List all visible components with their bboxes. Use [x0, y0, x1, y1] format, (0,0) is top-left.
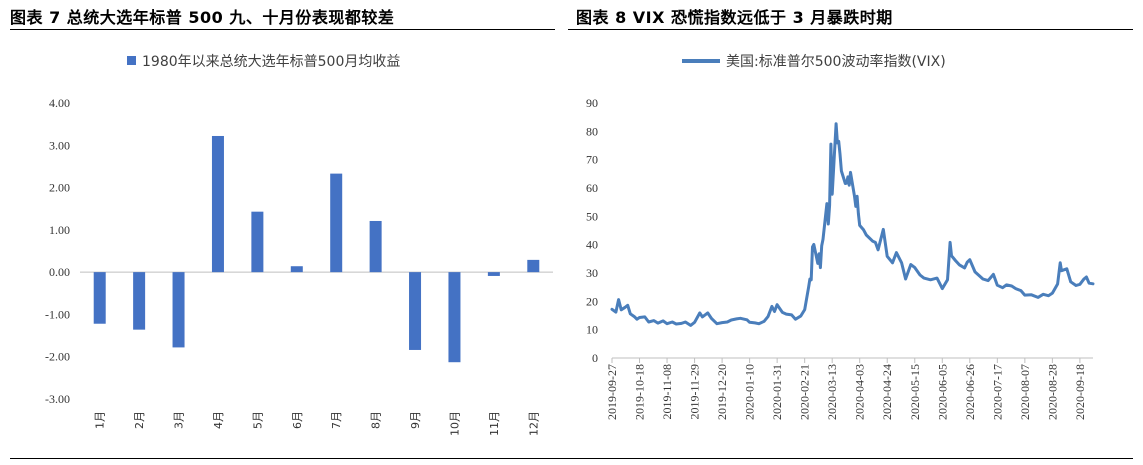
bar-3月 — [172, 272, 185, 348]
line-x-tick-label: 2020-04-03 — [853, 364, 867, 420]
bar-2月 — [133, 272, 146, 330]
bar-legend-swatch — [127, 56, 136, 65]
bar-x-tick-label: 2月 — [133, 411, 146, 429]
line-x-tick-label: 2020-02-21 — [798, 364, 812, 420]
bar-x-tick-label: 7月 — [330, 411, 343, 429]
bar-y-tick-label: 4.00 — [49, 96, 70, 110]
line-y-tick-label: 60 — [586, 181, 598, 195]
bar-x-tick-label: 10月 — [448, 411, 461, 436]
line-x-tick-label: 2020-05-15 — [908, 364, 922, 420]
bar-11月 — [487, 272, 500, 276]
right-chart-title: 图表 8 VIX 恐慌指数远低于 3 月暴跌时期 — [576, 8, 893, 27]
line-y-tick-label: 80 — [586, 124, 598, 138]
bar-y-tick-label: 2.00 — [49, 181, 70, 195]
bar-x-tick-label: 5月 — [251, 411, 264, 429]
title-divider-right — [568, 29, 1133, 30]
bar-1月 — [93, 272, 106, 324]
line-y-tick-label: 10 — [586, 323, 598, 337]
bar-x-tick-label: 3月 — [173, 411, 186, 429]
line-x-tick-label: 2019-12-20 — [715, 364, 729, 420]
bottom-divider — [10, 458, 1133, 459]
bar-7月 — [330, 173, 343, 273]
line-legend-label: 美国:标准普尔500波动率指数(VIX) — [726, 53, 946, 70]
line-x-tick-label: 2020-08-07 — [1018, 364, 1032, 420]
line-x-tick-label: 2020-04-24 — [880, 364, 894, 420]
bar-legend-label: 1980年以来总统大选年标普500月均收益 — [142, 54, 400, 70]
line-y-tick-label: 50 — [586, 209, 598, 223]
line-x-tick-label: 2019-10-18 — [633, 364, 647, 420]
line-x-tick-label: 2020-06-26 — [963, 364, 977, 420]
line-y-tick-label: 90 — [586, 96, 598, 110]
line-y-tick-label: 30 — [586, 266, 598, 280]
bar-y-tick-label: -3.00 — [45, 392, 70, 406]
line-x-tick-label: 2019-09-27 — [605, 364, 619, 420]
line-y-tick-label: 0 — [592, 351, 598, 365]
bar-12月 — [527, 259, 540, 273]
bar-10月 — [448, 272, 461, 363]
line-x-tick-label: 2019-11-29 — [688, 364, 702, 420]
line-x-tick-label: 2020-03-13 — [825, 364, 839, 420]
bar-x-tick-label: 9月 — [409, 411, 422, 429]
line-y-tick-label: 40 — [586, 238, 598, 252]
line-y-tick-label: 70 — [586, 153, 598, 167]
vix-series-line — [610, 122, 1095, 327]
bar-x-tick-label: 4月 — [212, 411, 225, 429]
line-x-tick-label: 2020-01-31 — [770, 364, 784, 420]
bar-y-tick-label: -1.00 — [45, 307, 70, 321]
bar-8月 — [369, 220, 382, 273]
line-x-tick-label: 2020-01-10 — [743, 364, 757, 420]
bar-x-tick-label: 12月 — [527, 411, 540, 436]
bar-6月 — [290, 266, 303, 273]
bar-x-tick-label: 11月 — [488, 411, 501, 436]
bar-y-tick-label: -2.00 — [45, 350, 70, 364]
bar-y-tick-label: 1.00 — [49, 223, 70, 237]
line-x-tick-label: 2019-11-08 — [660, 364, 674, 420]
bar-x-tick-label: 1月 — [94, 411, 107, 429]
bar-y-tick-label: 3.00 — [49, 138, 70, 152]
left-chart-title: 图表 7 总统大选年标普 500 九、十月份表现都较差 — [10, 8, 395, 27]
line-y-tick-label: 20 — [586, 294, 598, 308]
line-x-tick-label: 2020-07-17 — [990, 364, 1004, 420]
bar-4月 — [211, 135, 224, 273]
title-divider-left — [10, 29, 555, 30]
line-x-tick-label: 2020-09-18 — [1073, 364, 1087, 420]
bar-5月 — [251, 211, 264, 273]
bar-x-tick-label: 6月 — [291, 411, 304, 429]
line-x-tick-label: 2020-08-28 — [1045, 364, 1059, 420]
bar-9月 — [409, 272, 422, 350]
line-x-tick-label: 2020-06-05 — [935, 364, 949, 420]
bar-x-tick-label: 8月 — [370, 411, 383, 429]
bar-y-tick-label: 0.00 — [49, 265, 70, 279]
